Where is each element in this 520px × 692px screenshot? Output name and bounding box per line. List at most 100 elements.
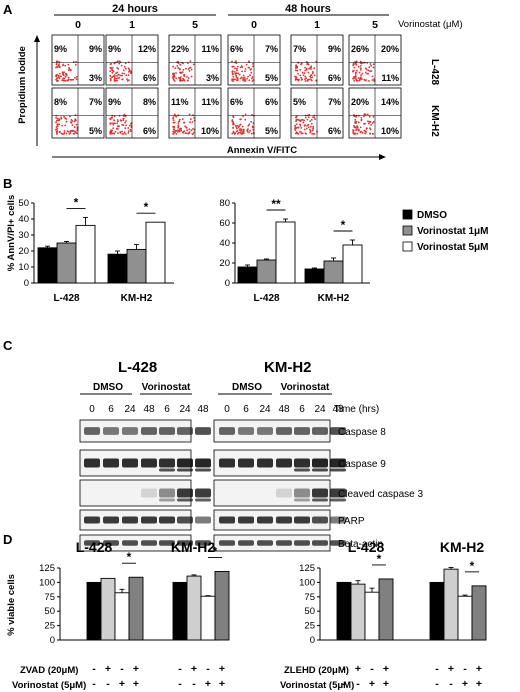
- dose-label: 5: [372, 19, 378, 31]
- cell-dot: [188, 131, 191, 134]
- bar: [107, 253, 128, 284]
- cell-dot: [60, 117, 63, 120]
- cell-dot: [110, 62, 112, 65]
- cell-dot: [364, 67, 367, 70]
- cell-dot: [304, 132, 307, 135]
- protein-band: [312, 468, 328, 472]
- quadrant-lower-right: 6%: [328, 126, 341, 136]
- cell-dot: [177, 129, 179, 132]
- cell-dot: [249, 74, 251, 77]
- cell-dot: [309, 128, 311, 131]
- protein-band: [177, 516, 193, 524]
- protein-band: [238, 458, 254, 468]
- cell-cloud: [109, 60, 133, 82]
- cell-dot: [241, 132, 244, 135]
- blot-label: Cleaved caspase 3: [338, 489, 423, 500]
- cell-dot: [353, 124, 355, 127]
- cell-dot: [300, 76, 302, 79]
- timepoint-label: 0: [224, 404, 230, 415]
- cell-dot: [57, 74, 60, 77]
- bar: [145, 221, 166, 284]
- quadrant-upper-right: 9%: [89, 44, 102, 54]
- cell-dot: [363, 122, 365, 125]
- flow-plot: 11% 11% 10%: [168, 87, 222, 139]
- cell-dot: [172, 119, 175, 122]
- cell-dot: [235, 130, 238, 133]
- cell-dot: [73, 130, 76, 133]
- cell-dot: [358, 71, 361, 74]
- cell-dot: [172, 72, 175, 75]
- bar: [200, 595, 216, 641]
- cell-dot: [355, 77, 357, 80]
- cell-dot: [368, 66, 371, 69]
- cell-dot: [243, 80, 246, 82]
- blot-strip: [79, 419, 211, 443]
- bar: [378, 578, 394, 641]
- inhibitor-sign: +: [383, 663, 389, 675]
- protein-band: [84, 516, 100, 524]
- inhibitor-sign: -: [120, 663, 124, 675]
- protein-band: [159, 488, 175, 498]
- cell-dot: [180, 129, 183, 132]
- cell-dot: [117, 125, 120, 127]
- cell-dot: [246, 130, 249, 133]
- significance-marker: *: [74, 195, 79, 209]
- cell-dot: [62, 74, 65, 77]
- cell-dot: [74, 63, 77, 66]
- cell-dot: [174, 67, 177, 70]
- cell-dot: [177, 126, 180, 129]
- protein-band: [159, 540, 175, 546]
- cell-dot: [297, 72, 299, 75]
- cell-dot: [236, 127, 238, 130]
- vorinostat-sign: -: [192, 678, 196, 690]
- cell-dot: [112, 127, 114, 129]
- inhibitor-sign: +: [105, 663, 111, 675]
- cell-dot: [117, 132, 119, 135]
- quadrant-upper-right: 12%: [138, 44, 156, 54]
- protein-band: [177, 468, 193, 472]
- cell-dot: [251, 125, 254, 128]
- cell-dot: [61, 124, 64, 127]
- cell-dot: [242, 78, 245, 81]
- inhibitor-sign: -: [206, 663, 210, 675]
- treatment-vorinostat-kmh2: Vorinostat: [281, 382, 330, 393]
- cell-dot: [357, 80, 359, 82]
- cell-dot: [251, 80, 254, 82]
- y-tick-label: 20: [18, 246, 29, 257]
- blot-strip: [213, 509, 346, 531]
- cell-dot: [369, 120, 372, 123]
- flow-y-axis-label: Propidium Iodide: [17, 46, 28, 124]
- protein-band: [294, 516, 310, 524]
- cell-dot: [121, 72, 124, 75]
- timepoint-label: 24: [124, 404, 136, 415]
- cell-cloud: [294, 113, 318, 135]
- category-label: KM-H2: [121, 293, 153, 304]
- cell-dot: [55, 119, 58, 122]
- blot-label: PARP: [338, 516, 365, 527]
- vorinostat-sign: +: [476, 678, 482, 690]
- quadrant-upper-left: 26%: [351, 44, 369, 54]
- cell-dot: [236, 67, 238, 70]
- cell-dot: [193, 117, 196, 119]
- protein-band: [257, 516, 273, 524]
- protein-band: [276, 516, 292, 524]
- cell-dot: [240, 65, 243, 67]
- cell-dot: [295, 123, 298, 125]
- cell-dot: [364, 71, 367, 74]
- cell-dot: [369, 132, 371, 135]
- flow-plot: 6% 7% 5%: [227, 34, 281, 86]
- cell-dot: [304, 66, 306, 69]
- cell-dot: [67, 76, 70, 79]
- protein-band: [312, 498, 328, 502]
- cell-dot: [298, 119, 301, 122]
- inhibitor-sign: -: [178, 663, 182, 675]
- bar: [186, 575, 202, 641]
- row-label-l428: L-428: [429, 59, 440, 86]
- bar: [100, 577, 116, 641]
- significance-marker: **: [271, 197, 281, 211]
- bar: [342, 244, 363, 284]
- cell-dot: [238, 125, 241, 128]
- cell-dot: [231, 78, 234, 81]
- cell-dot: [366, 72, 369, 75]
- cell-dot: [250, 120, 253, 123]
